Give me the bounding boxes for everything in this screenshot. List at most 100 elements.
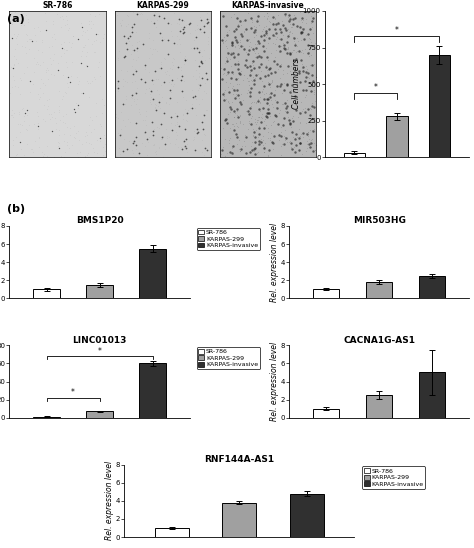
Point — [247, 142, 255, 151]
Point — [186, 19, 194, 27]
Point — [178, 70, 186, 79]
Point — [81, 132, 89, 140]
Point — [253, 40, 261, 49]
Point — [255, 116, 262, 124]
Point — [256, 99, 264, 108]
Point — [288, 123, 295, 132]
Point — [308, 87, 315, 96]
Point — [179, 110, 186, 119]
Point — [161, 139, 168, 148]
Point — [307, 51, 315, 60]
Point — [226, 134, 234, 143]
Point — [280, 41, 287, 49]
Point — [195, 79, 203, 88]
Point — [91, 73, 98, 82]
Point — [193, 128, 201, 137]
Point — [279, 139, 286, 148]
Point — [117, 149, 124, 158]
Point — [258, 114, 265, 123]
Point — [242, 48, 250, 56]
Point — [92, 112, 100, 121]
Point — [236, 112, 243, 121]
Point — [220, 64, 228, 72]
Point — [275, 41, 283, 50]
Point — [257, 138, 264, 147]
Point — [40, 150, 47, 158]
Point — [44, 63, 51, 72]
Point — [171, 109, 179, 118]
Point — [236, 112, 243, 121]
Point — [216, 9, 224, 18]
Point — [150, 140, 158, 149]
Point — [185, 19, 193, 28]
Point — [287, 119, 294, 128]
Point — [55, 86, 63, 95]
Point — [7, 63, 15, 72]
Title: SR-786: SR-786 — [43, 1, 73, 10]
Point — [173, 128, 180, 136]
Point — [180, 24, 187, 33]
Point — [310, 90, 317, 99]
Point — [41, 116, 48, 125]
Point — [126, 7, 133, 15]
Point — [197, 58, 204, 67]
Point — [8, 111, 16, 119]
Point — [231, 87, 238, 95]
Point — [130, 19, 138, 28]
Point — [164, 36, 172, 44]
Point — [87, 128, 95, 136]
Point — [284, 113, 292, 122]
Point — [237, 89, 245, 98]
Point — [170, 54, 177, 63]
Point — [43, 65, 50, 74]
Point — [251, 117, 258, 126]
Point — [36, 93, 44, 101]
Point — [165, 70, 173, 79]
Point — [299, 129, 307, 138]
Point — [257, 31, 265, 40]
Point — [184, 106, 191, 115]
Point — [283, 104, 290, 113]
Point — [285, 138, 292, 147]
Point — [10, 109, 18, 117]
Point — [279, 16, 286, 25]
Point — [309, 77, 317, 85]
Point — [43, 141, 50, 150]
Point — [284, 62, 292, 71]
Point — [251, 26, 259, 35]
Text: *: * — [98, 347, 101, 356]
Point — [239, 120, 247, 129]
Point — [283, 95, 291, 104]
Point — [56, 116, 64, 124]
Point — [91, 12, 99, 20]
Point — [296, 117, 303, 126]
Point — [257, 112, 264, 121]
Point — [226, 124, 233, 133]
Point — [228, 42, 236, 50]
Point — [114, 54, 122, 62]
Point — [132, 132, 140, 141]
Bar — [313, 409, 339, 418]
Point — [203, 19, 210, 27]
Point — [71, 133, 78, 142]
Point — [167, 85, 174, 94]
Point — [306, 25, 314, 34]
Point — [291, 41, 298, 49]
Point — [30, 23, 38, 32]
Point — [57, 22, 65, 31]
Point — [234, 21, 241, 30]
Point — [204, 39, 212, 48]
Point — [220, 68, 228, 77]
Point — [180, 29, 187, 38]
Point — [73, 99, 80, 108]
Point — [220, 88, 228, 97]
Point — [175, 122, 183, 130]
Point — [141, 60, 148, 69]
Point — [90, 36, 98, 45]
Point — [237, 30, 245, 38]
Point — [221, 32, 228, 41]
Point — [65, 144, 73, 152]
Point — [36, 60, 44, 69]
Point — [81, 152, 89, 161]
Point — [291, 37, 298, 45]
